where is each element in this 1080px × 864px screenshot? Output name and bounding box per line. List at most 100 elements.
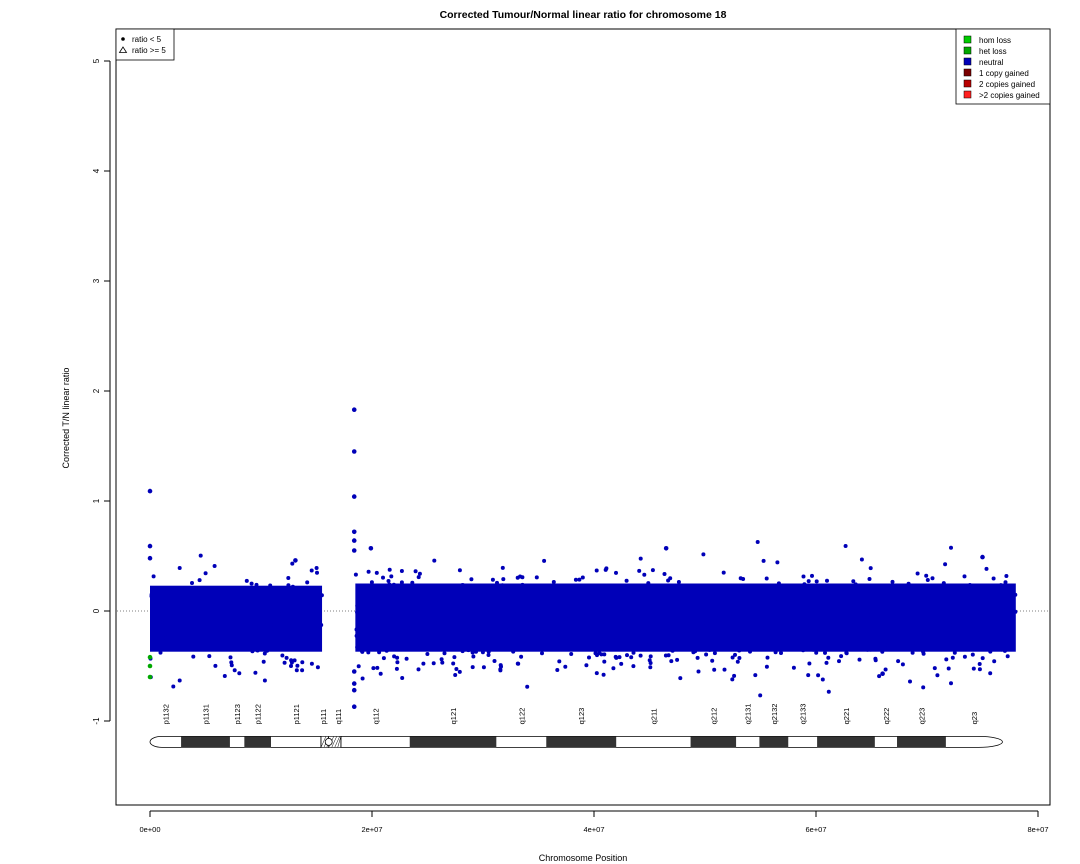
data-point [397,622,401,626]
data-point [672,601,677,606]
data-point [220,608,224,612]
data-point [393,641,398,646]
data-point [747,598,752,603]
data-point [732,638,737,643]
data-point [486,653,491,657]
band-label: q23 [970,712,979,725]
data-point [826,655,831,660]
data-point [868,566,873,571]
color-legend-label: neutral [979,58,1004,67]
data-point [285,638,290,643]
data-point [647,584,652,589]
data-point [190,642,195,647]
data-point [838,633,843,638]
data-point [279,611,284,616]
data-point [640,633,645,638]
data-point [688,602,693,607]
ratio-above-5-symbol [118,46,128,53]
data-point [881,629,886,634]
data-point [723,634,728,639]
data-point [511,638,516,643]
data-point [315,627,320,632]
data-point [979,591,984,596]
data-point [391,582,396,587]
data-point [915,608,920,613]
data-point [355,603,360,608]
data-point [457,669,462,674]
data-point [642,606,647,611]
data-point [804,641,809,646]
data-point [632,586,637,591]
data-point [183,630,188,635]
data-point [906,581,911,586]
data-point [811,602,816,607]
data-point [154,593,159,598]
data-point [770,612,774,617]
data-point [370,616,375,621]
data-point [508,633,513,638]
data-point [521,601,526,606]
data-point [778,609,782,614]
data-point [816,608,821,613]
data-point [414,635,419,640]
data-point [372,636,377,641]
data-point [305,580,310,585]
data-point [253,670,258,675]
data-point [533,598,538,602]
data-point [587,655,591,660]
color-legend-label: het loss [979,47,1007,56]
data-point [601,633,606,638]
data-point [198,627,203,632]
data-point [986,632,991,637]
data-point [669,648,674,653]
data-point [240,619,245,624]
data-point [289,629,294,634]
color-legend-swatch [963,68,972,77]
data-point [147,488,153,494]
data-point [728,612,733,617]
data-point [761,558,766,563]
data-point [888,612,893,617]
data-point [351,681,357,686]
data-point [366,569,371,574]
plot-frame [115,28,1051,806]
data-point [590,620,595,625]
data-point [244,632,249,637]
data-point [240,613,245,618]
data-point [962,654,967,659]
data-point [155,633,160,638]
ideogram-band [817,736,875,748]
data-point [183,608,188,613]
data-point [908,679,912,684]
data-point [853,582,858,587]
data-point [759,627,764,632]
data-point [171,610,176,615]
data-point [812,608,817,613]
data-point [432,558,437,563]
data-point [270,589,275,594]
data-point [400,628,405,633]
data-point [203,644,208,649]
data-point [590,609,595,614]
data-point [998,583,1003,588]
data-point [289,624,294,629]
ideogram-band [690,736,737,748]
data-point [620,628,625,633]
data-point [262,626,267,631]
data-point [800,637,805,642]
data-point [420,605,425,610]
data-point [922,636,927,641]
data-point [463,603,468,608]
data-point [256,626,261,631]
data-point [757,588,762,593]
data-point [669,659,674,664]
data-point [714,588,719,593]
data-point [289,658,294,663]
data-point [939,641,944,646]
data-point [150,628,155,633]
data-point [186,593,191,598]
data-point [298,605,303,610]
data-point [915,604,920,609]
data-point [595,653,599,658]
data-point [693,627,698,632]
